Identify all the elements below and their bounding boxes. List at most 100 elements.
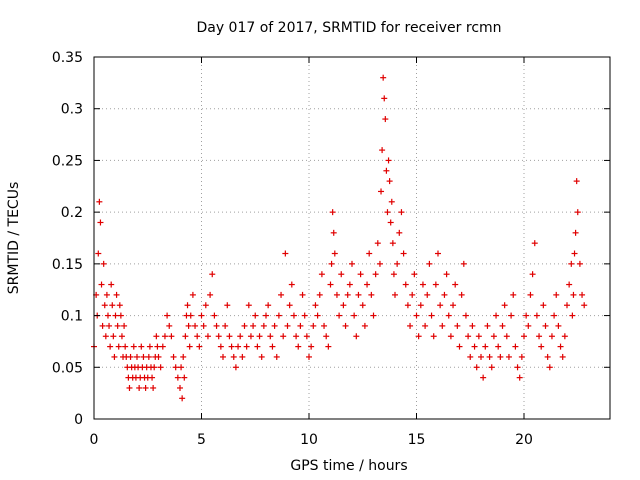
data-point [462, 312, 469, 319]
data-point [469, 322, 476, 329]
y-tick-label: 0.15 [52, 257, 83, 273]
data-point [445, 312, 452, 319]
data-point [409, 291, 416, 298]
data-point [387, 219, 394, 226]
data-point [381, 95, 388, 102]
data-point [127, 353, 134, 360]
data-point [180, 353, 187, 360]
data-point [531, 240, 538, 247]
data-point [256, 333, 263, 340]
data-point [116, 302, 123, 309]
data-point [142, 384, 149, 391]
data-point [546, 364, 553, 371]
data-point [475, 333, 482, 340]
data-point [432, 281, 439, 288]
data-point [150, 384, 157, 391]
data-point [273, 353, 280, 360]
data-point [452, 281, 459, 288]
data-point [353, 333, 360, 340]
data-point [378, 188, 385, 195]
data-point [389, 240, 396, 247]
data-point [386, 178, 393, 185]
data-point [581, 302, 588, 309]
data-point [447, 333, 454, 340]
data-point [306, 353, 312, 360]
data-point [260, 322, 267, 329]
data-point [571, 250, 578, 257]
data-point [111, 353, 118, 360]
data-point [172, 364, 179, 371]
data-point [503, 333, 510, 340]
chart-title: Day 017 of 2017, SRMTID for receiver rcm… [196, 20, 501, 36]
data-point [114, 322, 121, 329]
data-point [254, 343, 261, 350]
data-point [303, 333, 310, 340]
data-point [516, 374, 523, 381]
data-point [157, 364, 164, 371]
data-point [331, 250, 338, 257]
data-point [192, 322, 199, 329]
data-point [134, 353, 140, 360]
data-point [368, 291, 375, 298]
data-point [122, 343, 129, 350]
data-point [146, 343, 153, 350]
y-tick-label: 0.2 [61, 205, 83, 221]
data-point [527, 291, 534, 298]
data-point [430, 333, 437, 340]
data-point [209, 271, 216, 278]
data-point [113, 291, 120, 298]
data-point [297, 322, 304, 329]
data-point [402, 281, 409, 288]
y-tick-label: 0 [74, 412, 83, 428]
data-point [538, 343, 545, 350]
x-tick-label: 20 [515, 432, 533, 448]
data-point [310, 322, 317, 329]
data-point [426, 260, 433, 267]
data-point [370, 312, 377, 319]
data-point [151, 364, 158, 371]
data-point [245, 302, 252, 309]
data-point [200, 322, 207, 329]
data-point [179, 395, 186, 402]
data-point [551, 312, 558, 319]
data-point [189, 291, 196, 298]
data-point [232, 364, 239, 371]
data-point [382, 116, 389, 123]
data-point [407, 322, 414, 329]
y-axis-label: SRMTID / TECUs [6, 182, 22, 295]
data-point [174, 374, 181, 381]
data-point [178, 364, 185, 371]
data-point [100, 260, 107, 267]
data-point [267, 333, 274, 340]
data-point [544, 353, 551, 360]
data-point [384, 209, 391, 216]
data-point [207, 291, 214, 298]
data-point [415, 333, 422, 340]
data-point [204, 333, 211, 340]
data-point [521, 333, 527, 340]
data-point [536, 333, 543, 340]
data-point [566, 281, 573, 288]
data-point [361, 322, 368, 329]
data-point [106, 322, 113, 329]
x-tick-label: 5 [197, 432, 206, 448]
data-point [330, 229, 337, 236]
data-point [184, 302, 191, 309]
data-point [390, 271, 397, 278]
data-point [286, 302, 293, 309]
data-point [228, 343, 235, 350]
data-point [271, 322, 278, 329]
data-point [284, 322, 291, 329]
data-point [130, 343, 137, 350]
data-point [471, 343, 478, 350]
data-point [187, 312, 194, 319]
grid-lines [94, 57, 610, 419]
plot-frame [93, 56, 611, 420]
data-point [336, 312, 343, 319]
data-point [181, 374, 188, 381]
data-point [222, 322, 229, 329]
data-point [159, 343, 166, 350]
data-point [570, 291, 577, 298]
data-point [573, 178, 580, 185]
